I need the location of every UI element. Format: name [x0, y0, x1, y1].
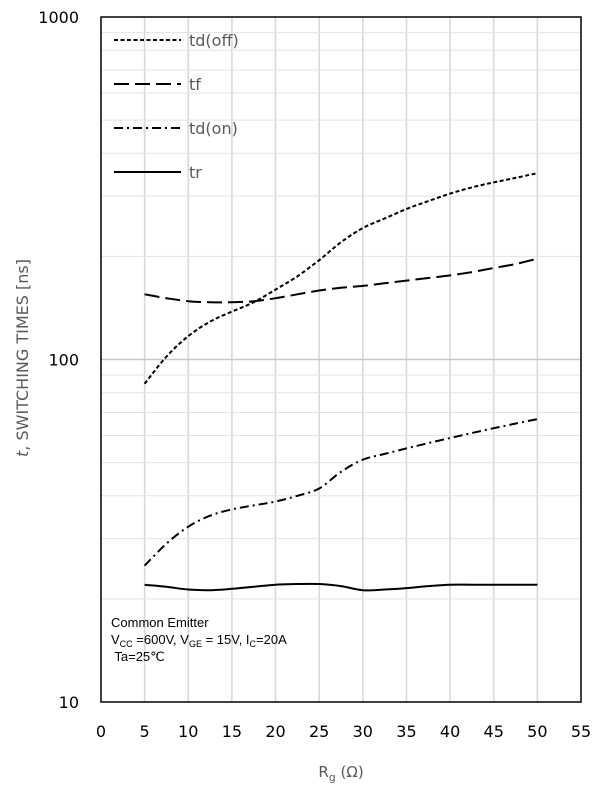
x-axis-title-sub: g: [329, 771, 336, 784]
annotation-text: V: [111, 632, 120, 647]
y-axis-title: t, SWITCHING TIMES [ns]: [13, 259, 32, 457]
annotation-text: =20A: [256, 632, 287, 647]
series-line-tr: [144, 582, 538, 592]
x-tick-label: 35: [396, 722, 416, 741]
legend: td(off) tf td(on) tr: [114, 31, 239, 182]
grid-lines: [101, 17, 581, 702]
legend-label-tdoff: td(off): [189, 31, 239, 50]
x-tick-label: 50: [527, 722, 547, 741]
annotation-subscript: GE: [189, 639, 202, 649]
y-axis-tick-labels: 10 100 1000: [38, 8, 79, 712]
annotation-subscript: CC: [120, 639, 133, 649]
x-axis-title-main: R: [318, 763, 328, 781]
x-tick-label: 20: [265, 722, 285, 741]
x-axis-title-unit: (Ω): [336, 763, 364, 781]
y-axis-title-rest: , SWITCHING TIMES [ns]: [13, 259, 32, 451]
x-tick-label: 40: [440, 722, 460, 741]
x-tick-label: 5: [140, 722, 150, 741]
x-tick-label: 15: [222, 722, 242, 741]
x-tick-label: 25: [309, 722, 329, 741]
test-conditions-annotation: Common Emitter VCC =600V, VGE = 15V, IC=…: [111, 615, 287, 664]
y-tick-label: 1000: [38, 8, 79, 27]
y-tick-label: 100: [48, 351, 79, 370]
legend-label-tr: tr: [189, 163, 202, 182]
x-tick-label: 45: [484, 722, 504, 741]
x-tick-label: 10: [178, 722, 198, 741]
y-tick-label: 10: [59, 693, 79, 712]
annotation-text: = 15V, I: [202, 632, 250, 647]
y-axis-title-italic: t: [13, 450, 32, 457]
x-tick-label: 30: [353, 722, 373, 741]
x-axis-tick-labels: 0 5 10 15 20 25 30 35 40 45 50 55: [96, 722, 591, 741]
series-line-tdoff: [143, 172, 538, 385]
x-tick-label: 0: [96, 722, 106, 741]
annotation-line-2: VCC =600V, VGE = 15V, IC=20A: [111, 632, 287, 649]
x-axis-title: Rg (Ω): [318, 763, 363, 784]
series-line-tdon: [143, 418, 538, 567]
x-tick-label: 55: [571, 722, 591, 741]
annotation-text: =600V, V: [133, 632, 190, 647]
annotation-line-1: Common Emitter: [111, 615, 209, 630]
annotation-subscript: C: [250, 639, 257, 649]
legend-label-tf: tf: [189, 75, 201, 94]
series-lines: [143, 172, 538, 592]
legend-label-tdon: td(on): [189, 119, 238, 138]
annotation-line-3: Ta=25℃: [111, 649, 165, 664]
plot-area-frame: [100, 16, 582, 703]
series-line-tf: [144, 257, 538, 304]
